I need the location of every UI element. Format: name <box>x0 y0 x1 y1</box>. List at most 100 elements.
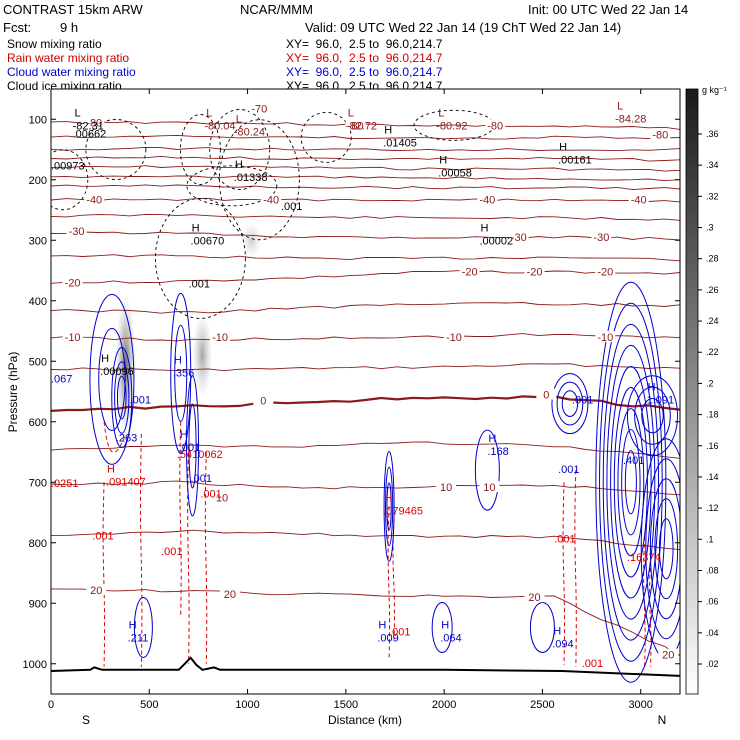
rain-contour <box>562 482 565 665</box>
colorbar-tick-label: .22 <box>706 347 719 357</box>
extremum-marker: H <box>439 155 447 167</box>
rain-contour <box>574 470 577 667</box>
plot-area: -80 -70 -80 -80 -80 -40 -40 -40 -40 -30 -30 -30 -20 -… <box>50 88 681 695</box>
extremum-marker: H <box>129 619 137 631</box>
colorbar-tick-label: .14 <box>706 472 719 482</box>
fcst-label: Fcst: <box>3 20 32 35</box>
fcst-value: 9 h <box>60 20 79 35</box>
extremum-value: .094 <box>552 638 573 650</box>
cloud-water-contour <box>645 458 680 640</box>
isotherm-line <box>51 588 680 657</box>
isotherm-label: 20 <box>224 589 236 601</box>
cloud-ice-contour <box>218 119 300 241</box>
extremum-marker: H <box>441 619 449 631</box>
y-tick-label: 200 <box>29 175 47 187</box>
rain-contour <box>103 421 127 453</box>
isotherm-label: 10 <box>216 492 228 504</box>
colorbar-tick-label: .18 <box>706 410 719 420</box>
extremum-value: .001 <box>189 278 210 290</box>
init-time: Init: 00 UTC Wed 22 Jan 14 <box>528 2 689 17</box>
cloud-water-contour <box>595 281 667 683</box>
isotherm-label-bg <box>595 331 616 343</box>
extremum-value: .001 <box>191 473 212 485</box>
extremum-value: .01405 <box>383 137 417 149</box>
extremum-value: .00096 <box>100 366 134 378</box>
extremum-marker: L <box>236 114 242 126</box>
isotherm-label-bg <box>477 193 498 205</box>
cloud-water-contour <box>431 601 453 653</box>
extremum-value: .263 <box>116 433 137 445</box>
extremum-value: .16374 <box>627 552 661 564</box>
extremum-value: .00161 <box>558 154 592 166</box>
colorbar-tick-label: .08 <box>706 565 719 575</box>
isotherm-label-bg <box>345 119 366 131</box>
cloud-ice-contour <box>85 119 147 180</box>
y-axis-label: Pressure (hPa) <box>6 352 20 433</box>
cloud-ice-contour <box>154 197 246 319</box>
isotherm-label: -20 <box>462 267 478 279</box>
y-tick-label: 100 <box>29 114 47 126</box>
colorbar-tick-label: .2 <box>706 378 714 388</box>
isotherm-label: -40 <box>263 195 279 207</box>
plot-background <box>51 89 680 694</box>
colorbar: .02 .04 .06 .08 .1 .12 .14 .16 .18 .2 .22 .24 .26 .28… <box>685 85 727 695</box>
extremum-value: -80.04 <box>204 121 235 133</box>
isotherm-label-bg <box>591 231 612 243</box>
extremum-value: .401 <box>623 455 644 467</box>
rain-contour <box>139 433 143 667</box>
extremum-marker: L <box>438 108 444 120</box>
center-title: NCAR/MMM <box>240 2 313 17</box>
isotherm-label-bg <box>84 193 105 205</box>
isotherm-label: -30 <box>593 232 609 244</box>
colorbar-tick-label: .02 <box>706 659 719 669</box>
cloud-water-contours <box>89 281 680 683</box>
extremum-value: .211 <box>128 632 149 644</box>
extremum-value: .001 <box>179 442 200 454</box>
colorbar-ramp <box>685 88 699 695</box>
extremum-value: .00973 <box>51 160 85 172</box>
isotherm-label: -40 <box>86 195 102 207</box>
extremum-value: -80.24 <box>234 127 265 139</box>
isotherm-label-bg <box>84 116 105 128</box>
cloud-water-contour <box>385 466 394 547</box>
isotherm-label-bg <box>595 265 616 277</box>
temperature-isotherms <box>51 121 680 657</box>
extremum-marker: H <box>559 141 567 153</box>
cloud-water-contour <box>529 601 555 653</box>
field-name-rain: Rain water mixing ratio <box>7 51 130 65</box>
cloud-water-contour <box>649 478 680 620</box>
isotherm-label-bg <box>650 128 671 140</box>
colorbar-tick-label: .16 <box>706 441 719 451</box>
extremum-marker: H <box>648 382 656 394</box>
x-tick-label: 3000 <box>628 699 652 711</box>
colorbar-unit: g kg⁻¹ <box>702 85 727 95</box>
extremum-value: .001 <box>558 464 579 476</box>
isotherm-label: -10 <box>212 332 228 344</box>
rain-contour <box>187 445 190 664</box>
cloud-water-contour <box>624 450 637 515</box>
plot-frame <box>50 88 681 695</box>
isotherm-label: 20 <box>528 592 540 604</box>
terrain-surface <box>51 656 680 677</box>
isotherm-label-bg <box>658 648 679 660</box>
contour-labels: -80 -70 -80 -80 -80 -40 -40 -40 -40 -30 -30 -30 -20 -… <box>51 100 679 670</box>
snow-plume <box>192 312 213 398</box>
isotherm-label: -70 <box>251 103 267 115</box>
colorbar-tick-label: .06 <box>706 597 719 607</box>
y-tick-label: 600 <box>29 417 47 429</box>
extremum-value: .00002 <box>480 235 514 247</box>
colorbar-tick-label: .34 <box>706 160 719 170</box>
cloud-water-contour <box>654 498 679 600</box>
isotherm-label-bg <box>249 102 270 114</box>
extremum-marker: H <box>192 222 200 234</box>
extremum-value: .001 <box>161 546 182 558</box>
colorbar-tick-label: .32 <box>706 191 719 201</box>
snow-plume <box>241 222 262 259</box>
isotherm-label-bg <box>219 588 240 600</box>
snow-plume <box>115 294 136 434</box>
field-name-cloud-water: Cloud water mixing ratio <box>7 65 136 79</box>
x-end-label-left: S <box>82 713 90 727</box>
rain-contour <box>649 560 652 667</box>
colorbar-tick-label: .1 <box>706 534 714 544</box>
